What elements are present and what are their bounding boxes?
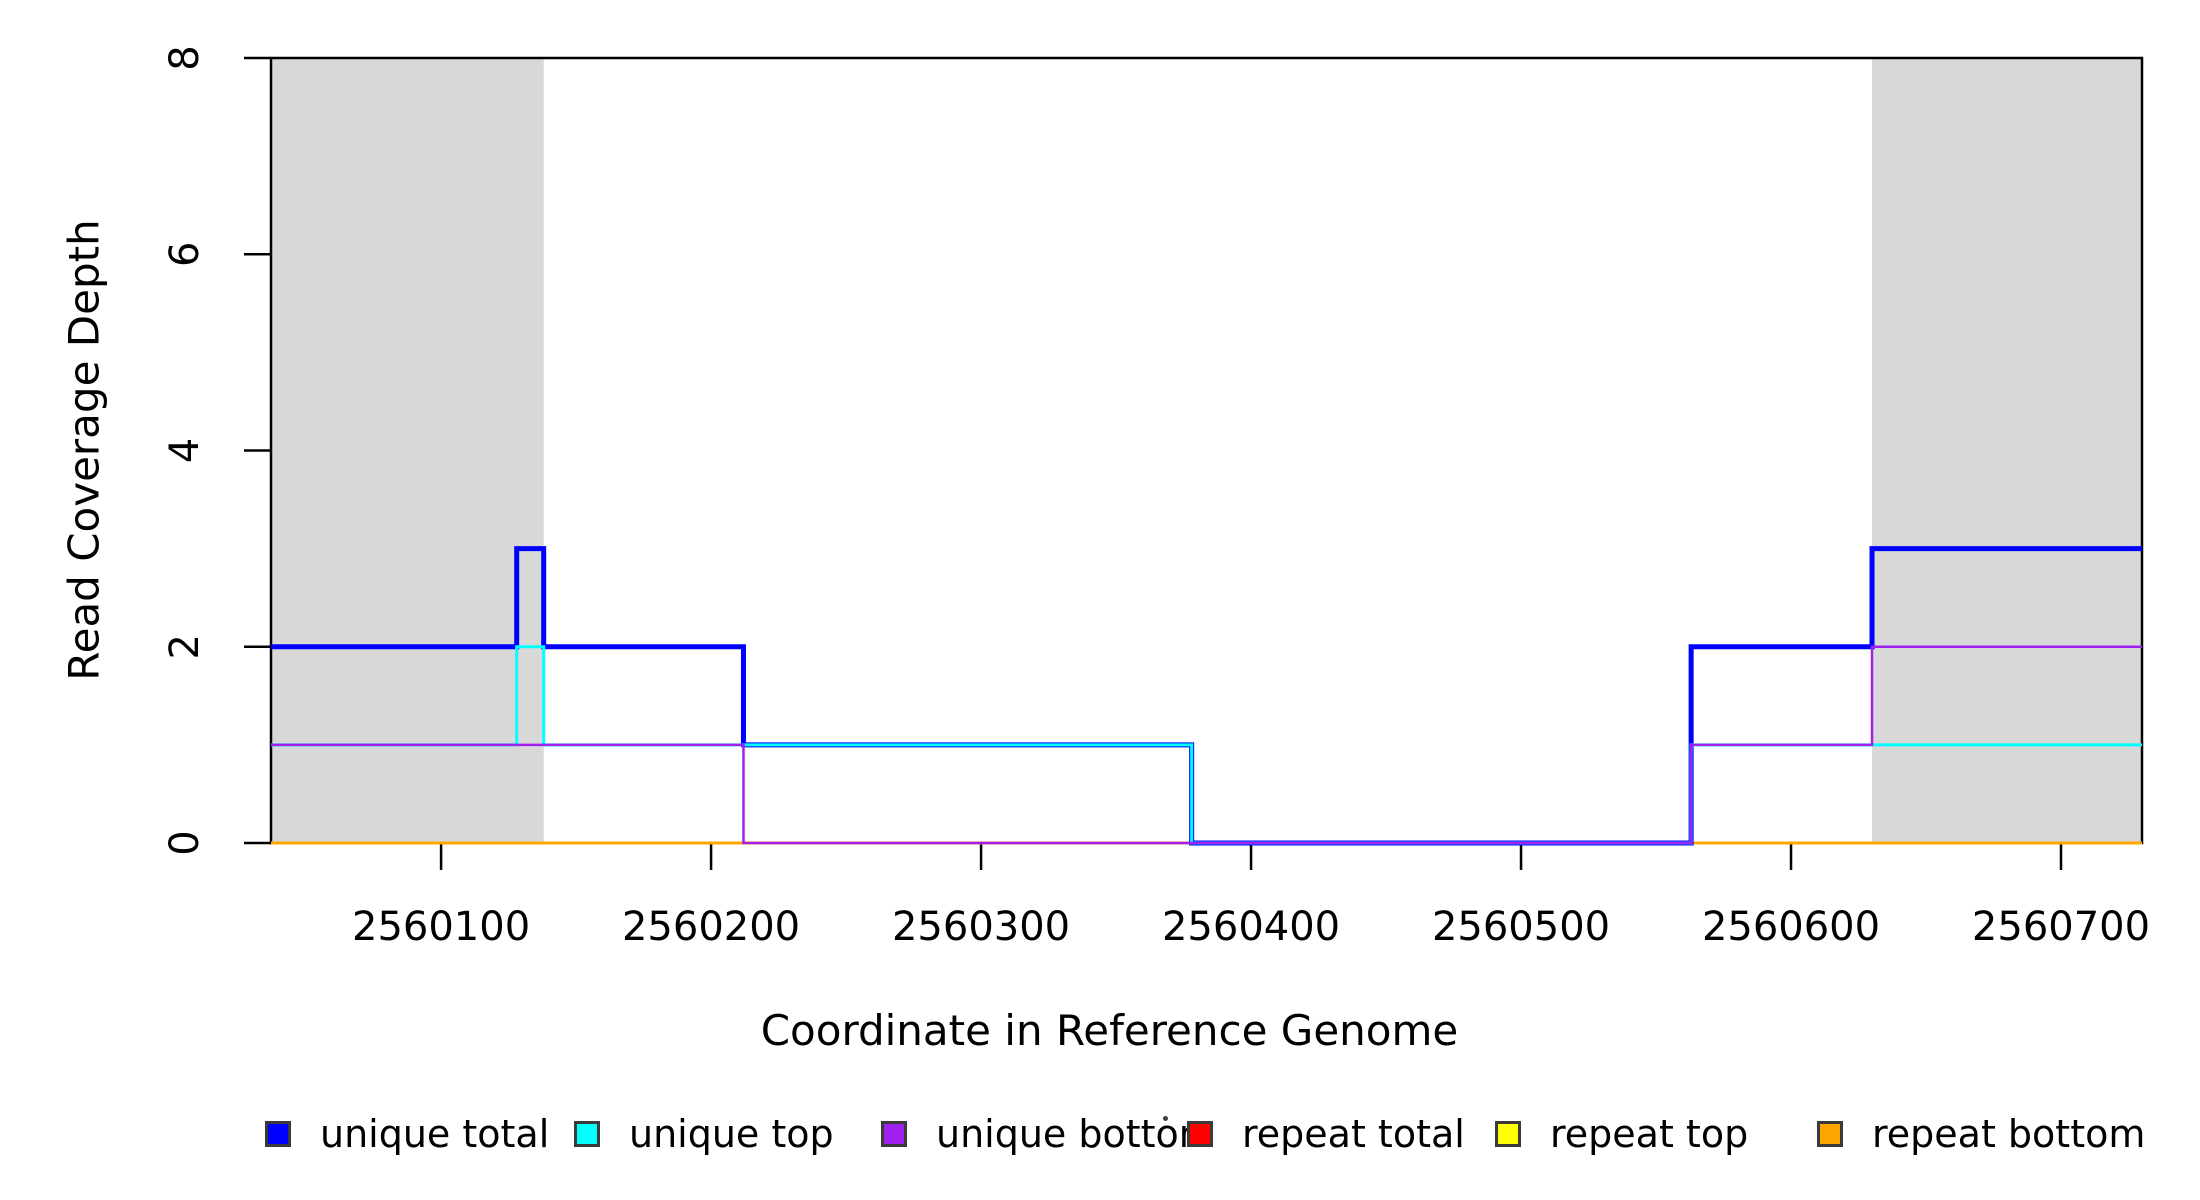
y-tick-label: 0 xyxy=(162,830,208,855)
y-tick-label: 6 xyxy=(162,242,208,267)
x-tick-label: 2560200 xyxy=(622,904,800,950)
y-tick-label: 2 xyxy=(162,634,208,659)
x-tick-label: 2560400 xyxy=(1162,904,1340,950)
shaded-repeat-region xyxy=(271,58,544,843)
y-tick-label: 4 xyxy=(162,438,208,463)
x-tick-label: 2560600 xyxy=(1702,904,1880,950)
x-axis-title: Coordinate in Reference Genome xyxy=(0,1006,2200,1055)
x-axis-title-text: Coordinate in Reference Genome xyxy=(760,1006,1459,1055)
y-tick-label: 8 xyxy=(162,45,208,70)
x-tick-label: 2560100 xyxy=(352,904,530,950)
y-axis-title: Read Coverage Depth xyxy=(59,219,109,681)
step-line-unique-bottom xyxy=(271,645,2142,845)
x-tick-label: 2560700 xyxy=(1972,904,2150,950)
x-tick-label: 2560300 xyxy=(892,904,1070,950)
step-line-unique-total xyxy=(271,546,2142,846)
plot-box xyxy=(269,56,2144,845)
x-tick-label: 2560500 xyxy=(1432,904,1610,950)
shaded-repeat-region xyxy=(1872,58,2142,843)
stray-dot-artifact xyxy=(1163,1116,1168,1121)
